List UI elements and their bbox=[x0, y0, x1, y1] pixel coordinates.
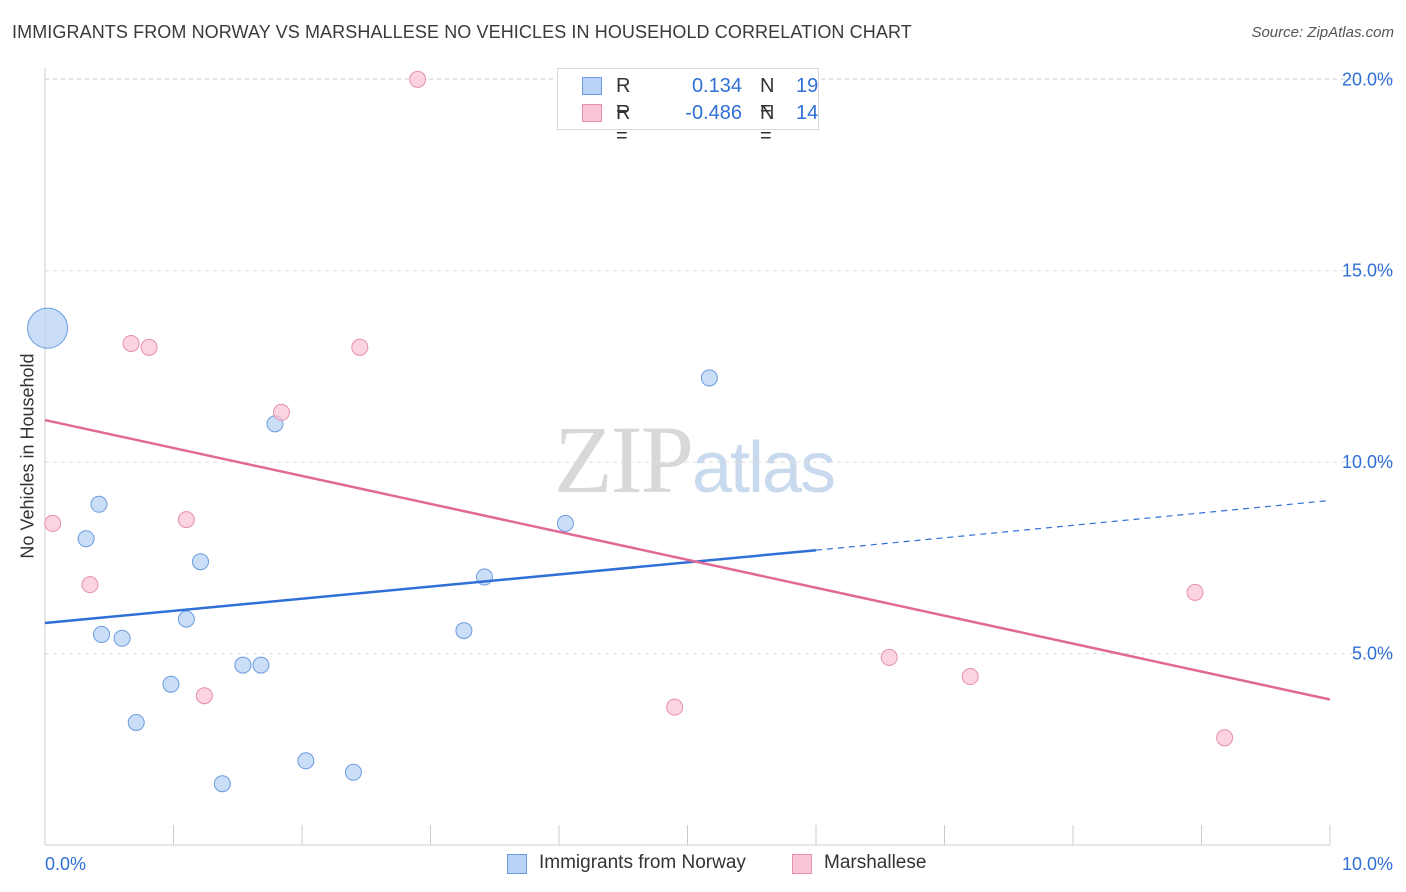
legend-r-value: -0.486 bbox=[685, 102, 742, 124]
norway-point bbox=[252, 656, 270, 674]
correlation-legend: R = 0.134 N = 19 R = -0.486 N = 14 bbox=[557, 68, 819, 147]
norway-trend-line bbox=[44, 548, 817, 625]
marshallese-trend-line bbox=[44, 418, 1331, 701]
marshallese-point bbox=[81, 576, 99, 594]
y-tick-label: 10.0% bbox=[1342, 452, 1393, 472]
norway-point bbox=[113, 629, 131, 647]
legend-r-label: R = bbox=[616, 75, 631, 120]
source-credit: Source: ZipAtlas.com bbox=[1251, 24, 1394, 41]
y-tick-label: 5.0% bbox=[1352, 644, 1393, 664]
norway-point bbox=[162, 675, 180, 693]
marshallese-point bbox=[44, 514, 62, 532]
bottom-legend-swatch-marshallese bbox=[792, 854, 812, 874]
norway-point bbox=[177, 610, 195, 628]
norway-point bbox=[700, 369, 718, 387]
bottom-legend-label: Marshallese bbox=[824, 852, 927, 873]
marshallese-point bbox=[961, 668, 979, 686]
legend-n-value: 19 bbox=[796, 75, 819, 97]
norway-point bbox=[90, 495, 108, 513]
watermark-atlas: atlas bbox=[692, 428, 836, 508]
norway-trend-extension bbox=[815, 499, 1331, 551]
marshallese-point bbox=[666, 698, 684, 716]
norway-point bbox=[127, 713, 145, 731]
x-tick-label: 10.0% bbox=[1342, 854, 1393, 874]
y-tick-label: 15.0% bbox=[1342, 261, 1393, 281]
bottom-legend-label: Immigrants from Norway bbox=[539, 852, 746, 873]
legend-r-label: R = bbox=[616, 102, 631, 147]
marshallese-point bbox=[351, 338, 369, 356]
norway-point bbox=[93, 625, 111, 643]
legend-n-label: N = bbox=[760, 75, 775, 120]
norway-point bbox=[344, 763, 362, 781]
legend-n-label: N = bbox=[760, 102, 775, 147]
marshallese-point bbox=[140, 338, 158, 356]
x-tick-label: 0.0% bbox=[45, 854, 86, 874]
marshallese-point bbox=[272, 403, 290, 421]
marshallese-point bbox=[409, 70, 427, 88]
marshallese-point bbox=[880, 648, 898, 666]
watermark: ZIPatlas bbox=[554, 404, 836, 515]
norway-point bbox=[191, 553, 209, 571]
bottom-legend-swatch-norway bbox=[507, 854, 527, 874]
marshallese-point bbox=[177, 511, 195, 529]
chart-title: IMMIGRANTS FROM NORWAY VS MARSHALLESE NO… bbox=[12, 22, 912, 42]
norway-point bbox=[213, 775, 231, 793]
legend-r-value: 0.134 bbox=[691, 75, 742, 97]
marshallese-point bbox=[195, 687, 213, 705]
norway-point bbox=[455, 622, 473, 640]
norway-point bbox=[77, 530, 95, 548]
norway-point bbox=[234, 656, 252, 674]
y-tick-label: 20.0% bbox=[1342, 69, 1393, 89]
norway-point bbox=[27, 307, 69, 349]
marshallese-point bbox=[1216, 729, 1234, 747]
norway-point bbox=[297, 752, 315, 770]
marshallese-point bbox=[122, 334, 140, 352]
y-axis-label: No Vehicles in Household bbox=[17, 353, 38, 559]
watermark-zip: ZIP bbox=[554, 406, 694, 513]
marshallese-point bbox=[1186, 583, 1204, 601]
norway-point bbox=[556, 514, 574, 532]
legend-n-value: 14 bbox=[796, 102, 819, 124]
legend-swatch-marshallese bbox=[582, 104, 602, 122]
legend-swatch-norway bbox=[582, 77, 602, 95]
